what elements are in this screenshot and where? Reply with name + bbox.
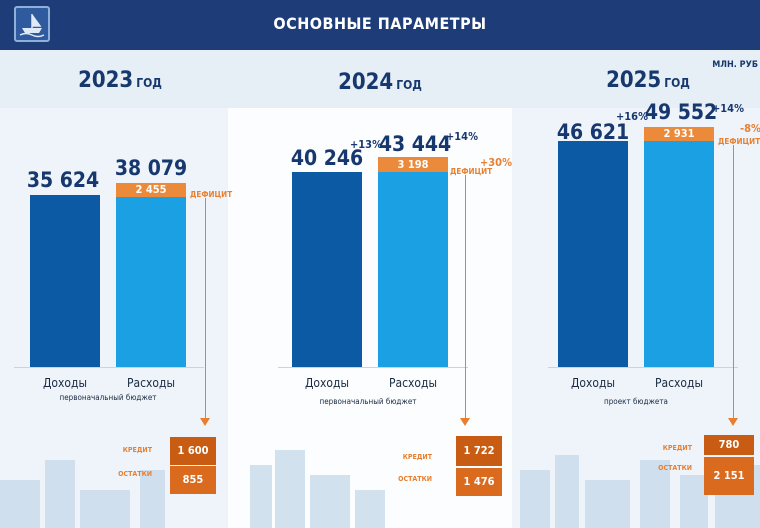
growth-label-income: +16%: [616, 110, 648, 123]
year-suffix: ГОД: [664, 76, 690, 90]
value-label-income: 46 621: [556, 120, 630, 144]
year-label: 2025: [606, 68, 662, 93]
arrow-down-icon: [728, 418, 738, 426]
remainder-box: 855: [170, 466, 216, 494]
bar-expense: [378, 156, 448, 367]
arrow-down-icon: [200, 418, 210, 426]
bar-income: [292, 172, 362, 367]
year-label: 2023: [78, 68, 134, 93]
remainder-label: ОСТАТКИ: [658, 464, 692, 472]
budget-note: проект бюджета: [604, 397, 668, 406]
growth-label-income: +13%: [350, 138, 382, 151]
city-emblem-icon: [14, 6, 50, 42]
bar-income: [30, 194, 100, 367]
year-title: 2023 ГОД: [50, 68, 190, 93]
bar-income: [558, 141, 628, 367]
category-label-income: Доходы: [42, 376, 88, 390]
year-title: 2024 ГОД: [310, 70, 450, 95]
category-label-expense: Расходы: [126, 376, 176, 390]
year-title: 2025 ГОД: [578, 68, 718, 93]
unit-label: МЛН. РУБ: [712, 60, 758, 70]
credit-label: КРЕДИТ: [402, 453, 432, 461]
header: ОСНОВНЫЕ ПАРАМЕТРЫ: [0, 0, 760, 50]
baseline: [548, 367, 738, 368]
deficit-segment: 2 931: [644, 127, 714, 142]
budget-note: первоначальный бюджет: [59, 393, 157, 402]
value-label-expense: 43 444: [378, 132, 452, 156]
value-label-expense: 49 552: [644, 100, 718, 124]
credit-box: 780: [704, 435, 754, 455]
remainder-box: 1 476: [456, 468, 502, 496]
charts-area: МЛН. РУБ 2023 ГОД 35 624 38 079 2 455 ДЕФ…: [0, 50, 760, 528]
credit-box: 1 722: [456, 436, 502, 466]
credit-box: 1 600: [170, 437, 216, 465]
value-label-expense: 38 079: [114, 156, 188, 180]
year-suffix: ГОД: [396, 78, 422, 92]
value-label-income: 40 246: [290, 146, 364, 170]
arrow-down-icon: [460, 418, 470, 426]
deficit-label: ДЕФИЦИТ: [450, 167, 493, 176]
arrow-line: [205, 198, 206, 420]
deficit-segment: 3 198: [378, 156, 448, 173]
credit-label: КРЕДИТ: [122, 446, 152, 454]
year-label: 2024: [338, 70, 394, 95]
baseline: [14, 367, 204, 368]
remainder-label: ОСТАТКИ: [398, 475, 432, 483]
baseline: [278, 367, 468, 368]
bar-expense: [116, 182, 186, 367]
growth-label-expense: +14%: [446, 130, 478, 143]
arrow-line: [733, 145, 734, 420]
growth-label-expense: +14%: [712, 102, 744, 115]
page-title: ОСНОВНЫЕ ПАРАМЕТРЫ: [273, 14, 487, 33]
remainder-label: ОСТАТКИ: [118, 470, 152, 478]
deficit-segment: 2 455: [116, 182, 186, 197]
deficit-label: ДЕФИЦИТ: [190, 190, 233, 199]
arrow-line: [465, 175, 466, 420]
bar-expense: [644, 127, 714, 367]
category-label-expense: Расходы: [654, 376, 704, 390]
category-label-income: Доходы: [570, 376, 616, 390]
category-label-expense: Расходы: [388, 376, 438, 390]
value-label-income: 35 624: [26, 168, 100, 192]
deficit-growth-label: +30%: [480, 156, 512, 169]
deficit-label: ДЕФИЦИТ: [718, 137, 760, 146]
category-label-income: Доходы: [304, 376, 350, 390]
remainder-box: 2 151: [704, 457, 754, 495]
credit-label: КРЕДИТ: [662, 444, 692, 452]
year-suffix: ГОД: [136, 76, 162, 90]
budget-note: первоначальный бюджет: [319, 397, 417, 406]
deficit-growth-label: -8%: [740, 122, 760, 135]
